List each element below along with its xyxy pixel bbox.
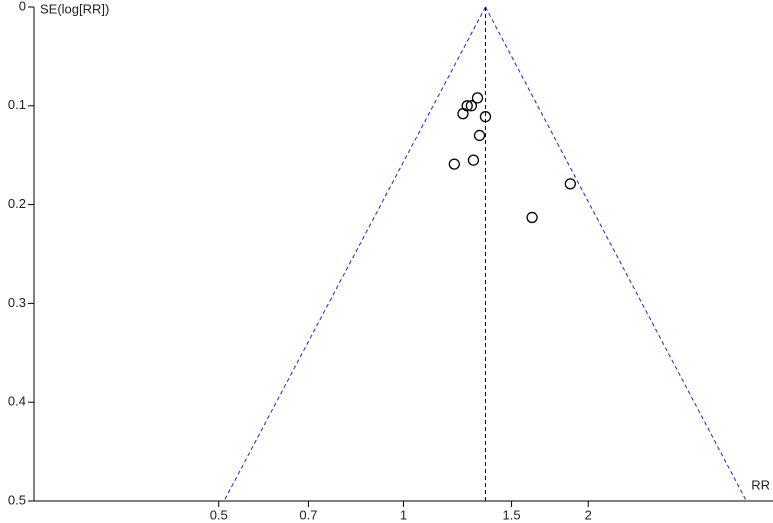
x-tick-label: 0.5 [210, 507, 228, 522]
study-point [473, 129, 486, 142]
study-point [479, 111, 492, 123]
y-tick-label: 0.1 [8, 97, 26, 112]
study-point [526, 211, 538, 224]
y-tick-label: 0 [19, 0, 26, 13]
funnel-lower [223, 6, 486, 502]
x-tick-label: 1 [400, 507, 407, 522]
y-tick-label: 0.2 [8, 196, 26, 211]
study-point [564, 178, 576, 190]
study-point [457, 108, 469, 120]
study-point [471, 92, 484, 104]
y-tick-label: 0.3 [8, 295, 26, 310]
y-tick-label: 0.5 [8, 492, 26, 507]
study-point [467, 154, 480, 166]
x-axis-label: RR [751, 477, 770, 492]
study-point [465, 100, 478, 112]
y-tick-label: 0.4 [8, 394, 26, 409]
x-tick-label: 2 [585, 507, 592, 522]
study-point [448, 158, 460, 170]
x-tick-label: 1.5 [503, 507, 521, 522]
x-tick-label: 0.7 [299, 507, 317, 522]
y-axis-label: SE(log[RR]) [40, 1, 109, 16]
funnel-upper [485, 6, 747, 502]
